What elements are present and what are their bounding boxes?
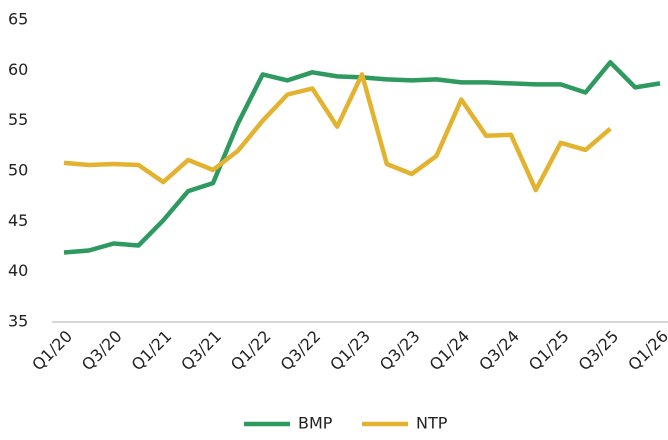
series-line [63,72,612,193]
x-tick-label: Q3/22 [277,327,325,375]
x-tick-label: Q1/21 [128,327,176,375]
y-tick-label: 40 [8,261,28,280]
x-tick-label: Q3/21 [177,327,225,375]
x-tick-label: Q1/26 [624,327,668,375]
y-tick-label: 60 [8,60,28,79]
x-tick-label: Q3/24 [475,327,523,375]
legend-label: NTP [416,414,448,433]
x-tick-label: Q1/20 [28,327,76,375]
x-tick-label: Q3/23 [376,327,424,375]
y-tick-label: 35 [8,312,28,331]
x-tick-label: Q1/22 [227,327,275,375]
y-tick-label: 65 [8,10,28,29]
y-tick-label: 50 [8,161,28,180]
legend-label: BMP [298,414,333,433]
x-tick-label: Q3/25 [575,327,623,375]
series-line [63,60,661,255]
x-tick-label: Q1/25 [525,327,573,375]
x-tick-label: Q1/24 [426,327,474,375]
y-tick-label: 55 [8,110,28,129]
x-tick-label: Q3/20 [78,327,126,375]
x-tick-label: Q1/23 [326,327,374,375]
y-tick-label: 45 [8,211,28,230]
